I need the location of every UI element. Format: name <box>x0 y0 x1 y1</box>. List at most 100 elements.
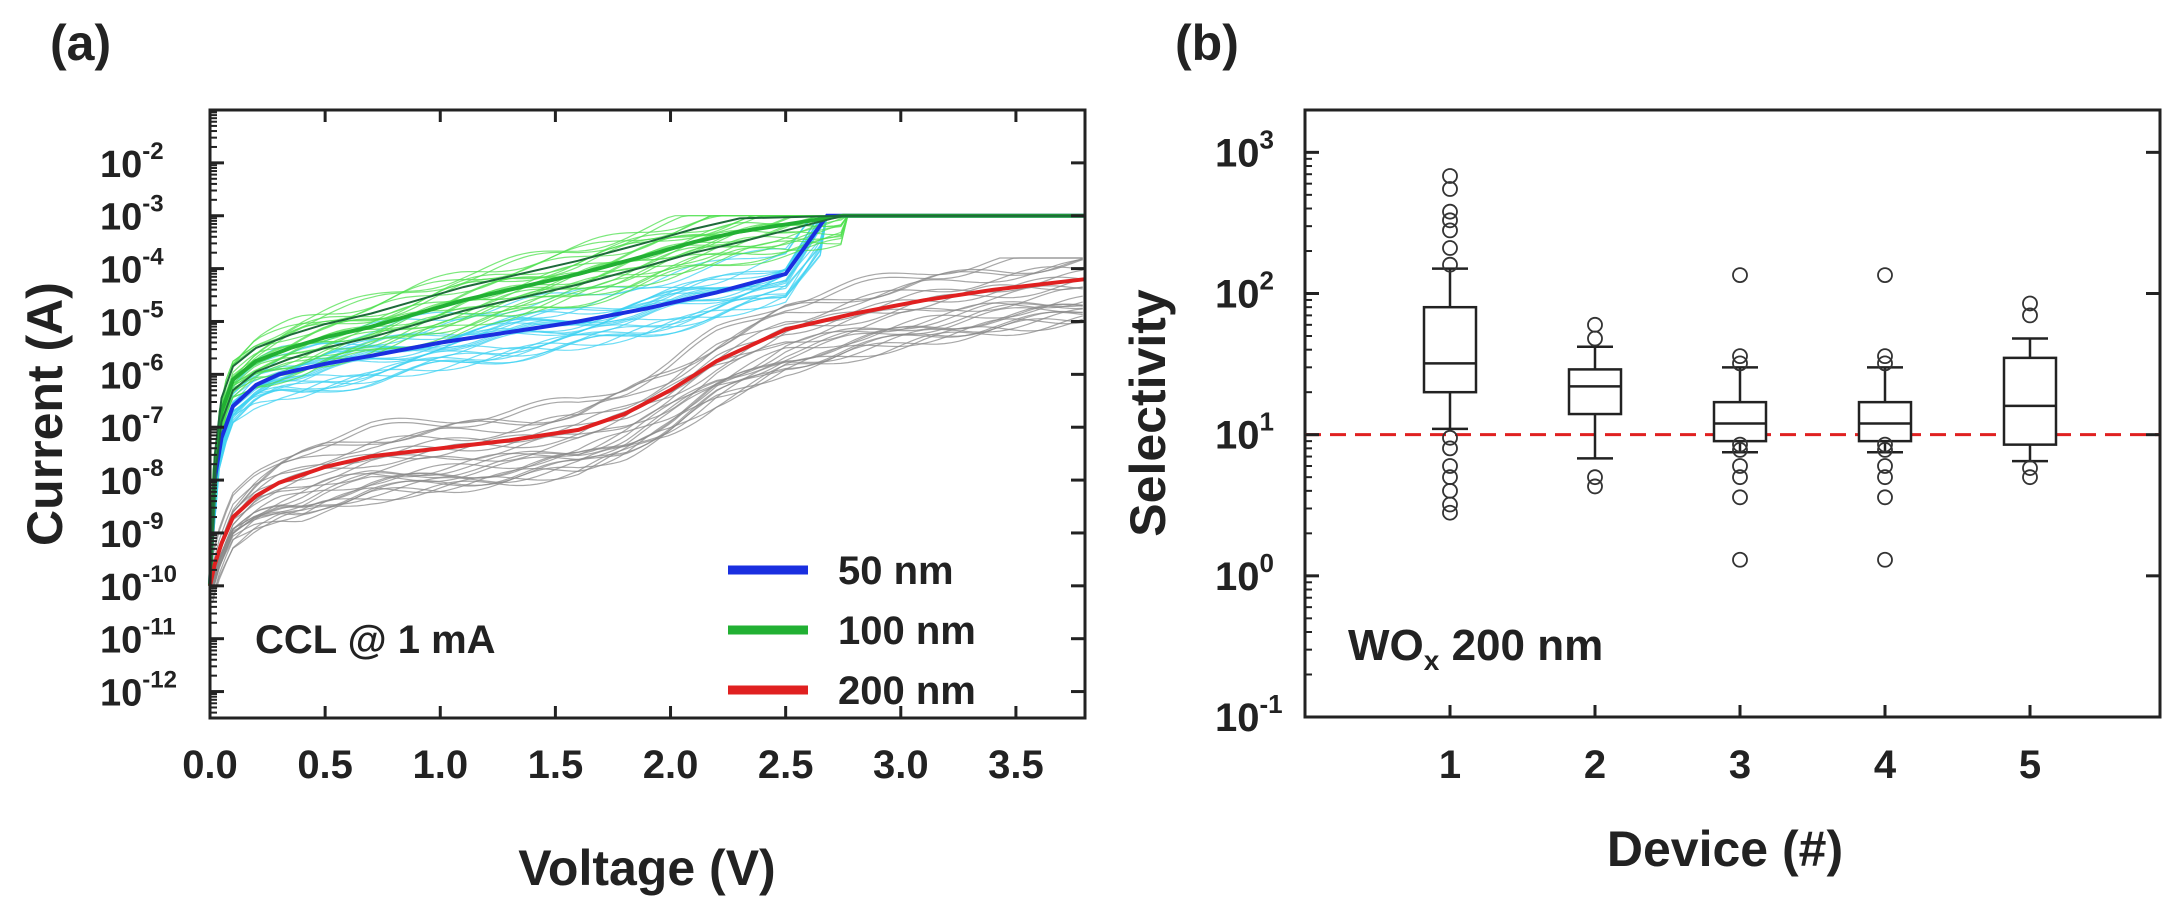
box-device-3 <box>1712 267 1768 568</box>
outlier-point <box>1877 489 1893 506</box>
panel-a-series-lines <box>208 213 1086 597</box>
y-tick-label: 10-12 <box>100 667 177 715</box>
y-tick-label: 10-5 <box>100 296 164 344</box>
halo-trace <box>211 308 1083 599</box>
halo-trace <box>211 301 1083 581</box>
outlier-point <box>1442 469 1458 486</box>
halo-trace <box>211 215 1083 525</box>
halo-trace <box>211 306 1083 584</box>
halo-trace <box>211 285 1083 576</box>
halo-trace <box>211 266 1083 567</box>
halo-trace <box>211 215 1083 527</box>
panel-b-x-axis-label: Device (#) <box>1607 821 1843 877</box>
outlier-point <box>1587 469 1603 486</box>
outlier-point <box>2022 307 2038 324</box>
panel-a-halo-traces <box>211 215 1083 604</box>
panel-b-annotation-main: WO <box>1348 621 1424 670</box>
halo-trace <box>211 215 1083 528</box>
series-line-200nm <box>208 277 1086 587</box>
x-tick-label: 2.5 <box>758 743 814 787</box>
halo-trace <box>211 215 1083 527</box>
panel-a-current-voltage: (a) 0.0 0.5 1.0 1.5 2.0 2.5 3.0 3.5 10-210-310-… <box>17 15 1087 896</box>
panel-b-plot-frame <box>1303 108 2162 719</box>
halo-trace <box>211 257 1083 558</box>
outlier-point <box>1732 267 1748 284</box>
outlier-point <box>1732 348 1748 365</box>
y-tick-label: 10-2 <box>100 138 164 186</box>
panel-a-annotation: CCL @ 1 mA <box>255 618 496 662</box>
halo-trace <box>211 303 1083 590</box>
panel-a-plot-frame <box>208 108 1087 720</box>
outlier-point <box>1732 489 1748 506</box>
halo-trace <box>211 215 1083 523</box>
outlier-point <box>1442 458 1458 474</box>
y-tick-label: 10-1 <box>1215 689 1283 740</box>
outlier-point <box>1587 330 1603 347</box>
halo-trace <box>211 215 1083 525</box>
outlier-point <box>1442 504 1458 521</box>
panel-b-x-ticks: 1 2 3 4 5 <box>1439 705 2041 787</box>
box-iqr <box>1422 305 1478 394</box>
outlier-point <box>1442 240 1458 256</box>
series-line-100nm <box>208 213 1085 586</box>
outlier-point <box>1442 482 1458 499</box>
outlier-point <box>1442 496 1458 513</box>
x-tick-label: 4 <box>1874 743 1897 787</box>
outlier-point <box>1732 469 1748 486</box>
y-tick-label: 100 <box>1215 548 1274 599</box>
outlier-point <box>1877 551 1893 568</box>
halo-trace <box>211 259 1083 574</box>
legend-label: 50 nm <box>838 549 954 593</box>
legend-label: 100 nm <box>838 609 976 653</box>
box-iqr <box>1857 400 1913 443</box>
halo-trace <box>211 284 1083 573</box>
reference-trace <box>209 214 1085 597</box>
panel-a-y-ticks: 10-2 10-3 10-410-5 10-6 10-7 10-8 10-9 10-10 10-… <box>100 111 1085 715</box>
halo-trace <box>211 215 1083 527</box>
x-tick-label: 2.0 <box>643 743 699 787</box>
halo-trace <box>211 303 1083 582</box>
halo-trace <box>211 215 1083 526</box>
box-device-1 <box>1422 168 1478 521</box>
outlier-point <box>1877 442 1893 458</box>
box-device-4 <box>1857 267 1913 568</box>
halo-trace <box>211 215 1083 527</box>
y-tick-label: 101 <box>1215 407 1274 458</box>
halo-trace <box>211 301 1083 585</box>
x-tick-label: 2 <box>1584 743 1606 787</box>
panel-b-annotation: WOx 200 nm <box>1348 621 1603 676</box>
y-tick-label: 10-8 <box>100 455 164 503</box>
panel-a-x-axis-label: Voltage (V) <box>518 840 775 896</box>
outlier-point <box>1732 458 1748 474</box>
legend-label: 200 nm <box>838 669 976 713</box>
outlier-point <box>1442 168 1458 184</box>
x-tick-label: 1.0 <box>412 743 468 787</box>
outlier-point <box>1877 469 1893 486</box>
panel-b-y-axis-label: Selectivity <box>1120 289 1176 537</box>
outlier-point <box>1587 316 1603 333</box>
outlier-point <box>2022 460 2038 476</box>
y-tick-label: 10-3 <box>100 191 164 239</box>
series-line-50nm <box>208 213 1085 586</box>
outlier-point <box>1877 348 1893 365</box>
halo-trace <box>211 278 1083 584</box>
y-tick-label: 10-9 <box>100 508 164 556</box>
panel-a-label: (a) <box>50 15 111 71</box>
x-tick-label: 1 <box>1439 743 1461 787</box>
x-tick-label: 0.5 <box>297 743 353 787</box>
halo-trace <box>211 215 1083 526</box>
outlier-point <box>1587 478 1603 495</box>
halo-trace <box>211 215 1083 527</box>
reference-trace <box>209 214 1085 573</box>
halo-trace <box>211 215 1083 521</box>
y-tick-label: 10-6 <box>100 349 164 397</box>
x-tick-label: 3.5 <box>988 743 1044 787</box>
panel-b-y-ticks: 103 102 101 100 10-1 <box>1215 124 2160 740</box>
halo-trace <box>211 318 1083 600</box>
outlier-point <box>1442 203 1458 220</box>
panel-b-annotation-sub: x <box>1424 645 1440 676</box>
outlier-point <box>1877 436 1893 453</box>
x-tick-label: 3 <box>1729 743 1751 787</box>
box-iqr <box>2002 356 2058 446</box>
outlier-point <box>2022 295 2038 312</box>
